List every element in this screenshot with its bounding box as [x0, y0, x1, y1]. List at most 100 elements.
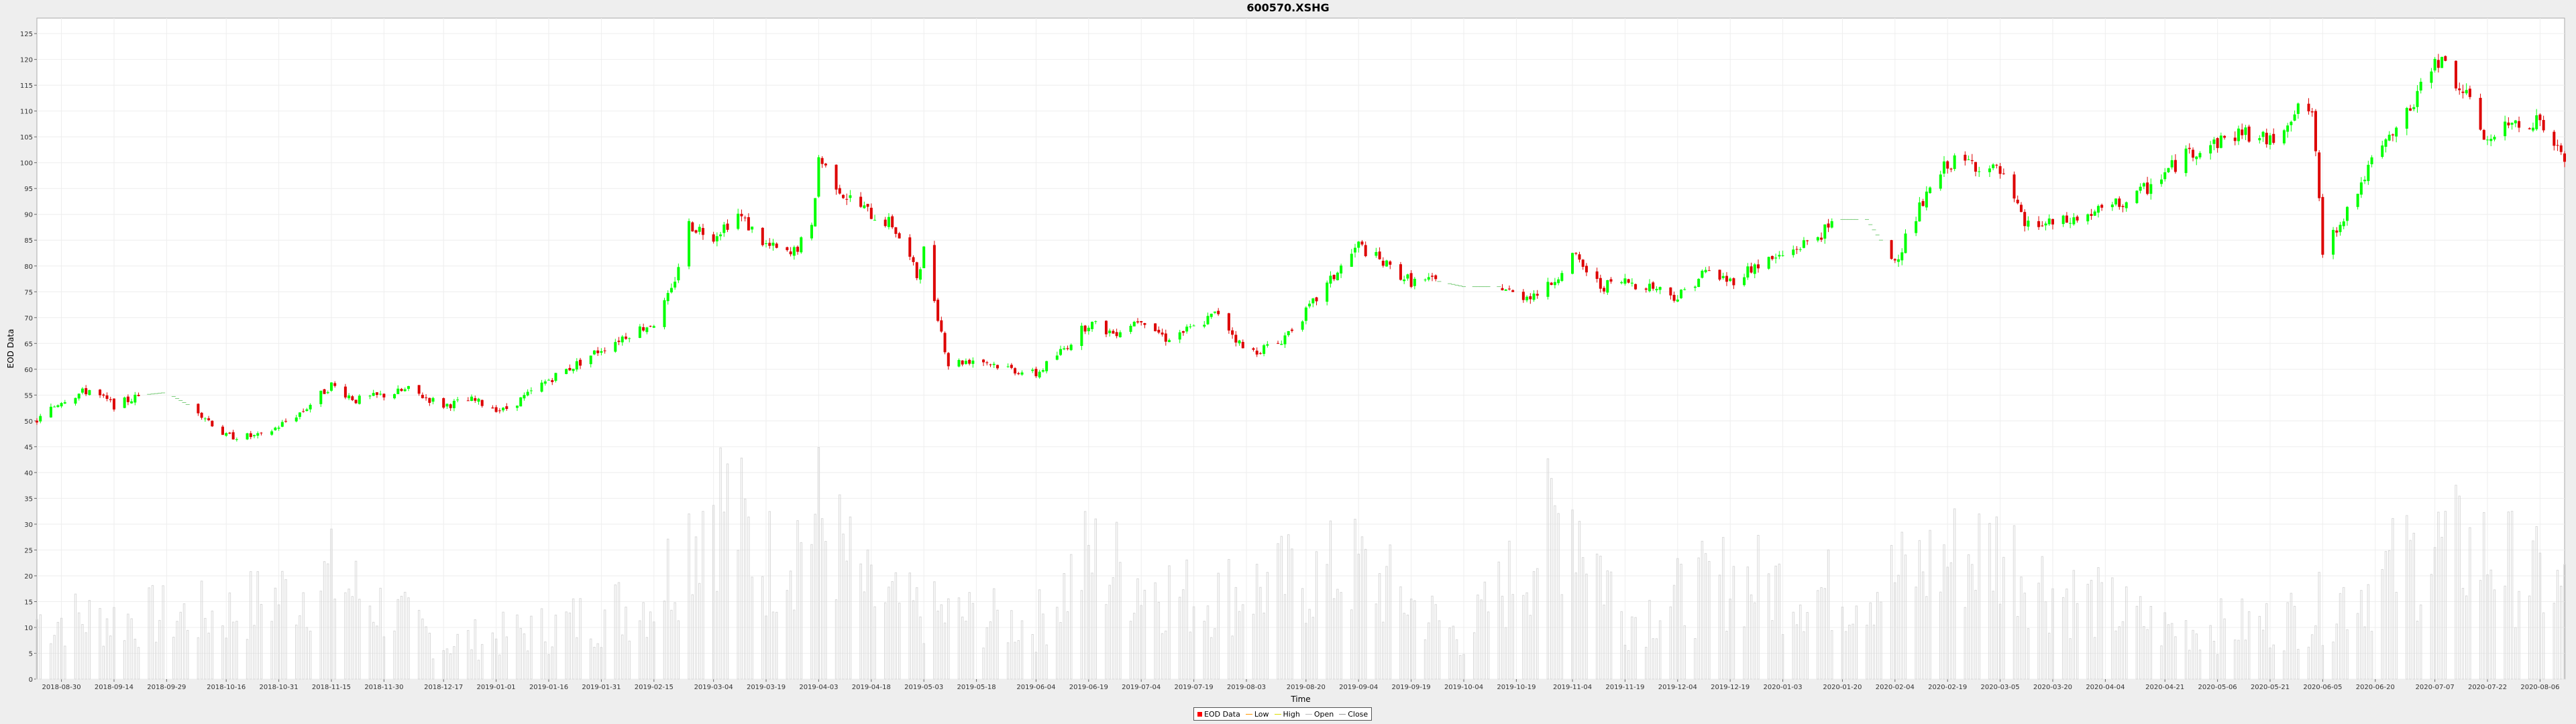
candle-body: [326, 391, 329, 394]
candle-body: [309, 404, 312, 410]
candle-body: [1606, 280, 1609, 293]
candle-body: [1504, 289, 1507, 291]
volume-bar: [859, 563, 862, 680]
volume-bar: [835, 599, 838, 680]
volume-bar: [2339, 593, 2342, 680]
volume-bar: [1031, 634, 1034, 680]
volume-bar: [1988, 523, 1991, 680]
candle-body: [253, 434, 256, 436]
x-tick-label: 2020-07-22: [2468, 684, 2507, 691]
candle-body: [1802, 240, 1805, 248]
candle-body: [2244, 127, 2247, 135]
legend-label: EOD Data: [1204, 709, 1240, 719]
y-tick-label: 25: [24, 547, 33, 554]
y-tick-label: 50: [24, 418, 33, 426]
volume-bar: [172, 636, 175, 680]
volume-bar: [1364, 548, 1367, 680]
candle-body: [1644, 288, 1648, 290]
legend-item: EOD Data: [1197, 710, 1240, 719]
volume-bar: [158, 619, 161, 680]
plot-area: [36, 17, 2565, 680]
volume-bar: [765, 615, 767, 680]
volume-bar: [642, 602, 645, 680]
candle-body: [1178, 332, 1181, 340]
candle-body: [2241, 129, 2244, 135]
candle-body: [1087, 327, 1090, 332]
volume-bar: [916, 587, 918, 680]
candle-body: [2318, 152, 2321, 198]
candle-body: [1553, 282, 1556, 286]
volume-bar: [56, 621, 60, 680]
volume-bar: [1683, 625, 1686, 680]
volume-bar: [2563, 564, 2566, 680]
candle-body: [2310, 111, 2314, 113]
x-tick-label: 2019-03-19: [747, 684, 786, 691]
volume-bar: [376, 625, 378, 680]
x-tick-label: 2019-04-03: [799, 684, 838, 691]
volume-bar: [1792, 611, 1794, 680]
volume-bar: [1045, 644, 1048, 680]
volume-bar: [1634, 617, 1637, 680]
volume-bar: [628, 640, 631, 680]
volume-bar: [1143, 589, 1146, 680]
candle-body: [1189, 326, 1192, 328]
candle-body: [1918, 202, 1921, 222]
volume-bar: [1995, 516, 1998, 680]
candle-body: [85, 388, 88, 395]
volume-bar: [2002, 556, 2005, 680]
volume-bar: [2343, 587, 2345, 680]
candle-body: [319, 390, 323, 404]
candle-body: [666, 293, 669, 302]
volume-bar: [1087, 544, 1090, 680]
candle-body: [1949, 168, 1953, 170]
candle-body: [2044, 223, 2047, 226]
volume-bar: [1431, 595, 1434, 680]
candle-body: [669, 288, 673, 293]
candle-body: [133, 394, 137, 403]
candle-body: [2065, 215, 2068, 223]
candle-body: [2149, 184, 2153, 194]
candle-body: [2510, 123, 2514, 125]
volume-bar: [786, 590, 789, 680]
volume-bar: [404, 591, 407, 680]
candle-body: [1799, 249, 1802, 250]
candle-body: [2489, 139, 2493, 141]
volume-bar: [284, 579, 287, 680]
candle-body: [2468, 88, 2471, 97]
candle-body: [1634, 284, 1638, 290]
volume-bar: [1732, 566, 1735, 680]
candle-body: [1560, 273, 1564, 281]
volume-bar: [1020, 620, 1024, 680]
candle-body: [2170, 160, 2174, 168]
x-tick-label: 2020-05-06: [2198, 684, 2237, 691]
volume-bar: [965, 621, 967, 680]
volume-bar: [1192, 606, 1195, 680]
candle-body: [2412, 107, 2416, 109]
candle-body: [883, 219, 887, 227]
volume-bar: [1554, 505, 1556, 680]
volume-bar: [407, 597, 410, 680]
volume-bar: [344, 592, 347, 680]
candle-body: [1964, 154, 1967, 161]
volume-bar: [1578, 521, 1581, 680]
volume-bar: [1206, 605, 1210, 680]
volume-bar: [2420, 604, 2422, 680]
candle-body: [2258, 137, 2261, 141]
volume-bar: [1069, 554, 1073, 680]
volume-bar: [1332, 598, 1336, 680]
candle-body: [824, 164, 827, 166]
volume-bar: [2528, 595, 2531, 680]
y-tick-label: 85: [24, 237, 33, 245]
candle-body: [39, 416, 42, 422]
candle-body: [526, 391, 529, 396]
candle-body: [1988, 168, 1991, 172]
volume-bar: [182, 603, 186, 680]
candle-body: [2332, 229, 2335, 255]
volume-bar: [2455, 485, 2457, 680]
candle-body: [280, 422, 284, 427]
candle-body: [796, 247, 800, 252]
candle-body: [1680, 290, 1683, 298]
volume-bar: [519, 627, 522, 680]
candle-body: [221, 426, 224, 435]
volume-bar: [502, 611, 504, 680]
